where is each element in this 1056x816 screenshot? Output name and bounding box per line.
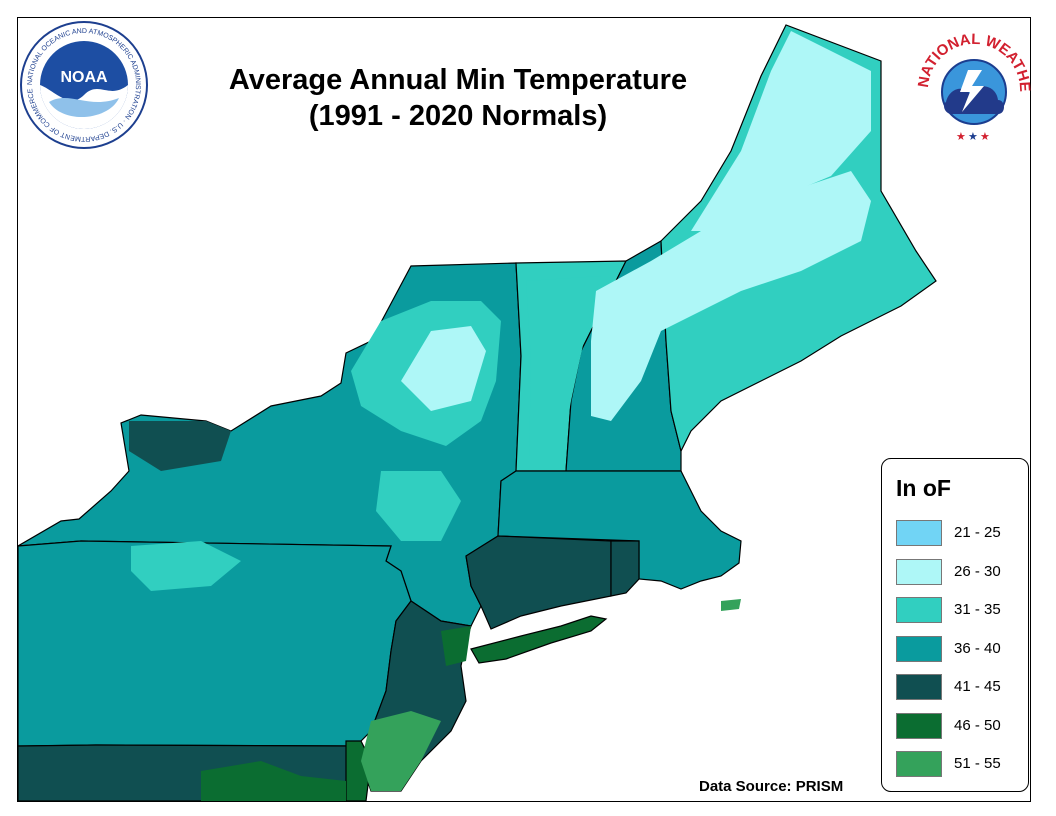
legend-item: 21 - 25: [896, 520, 1021, 546]
legend-swatch: [896, 712, 942, 739]
region-warm-maryland: [201, 761, 346, 801]
map-title: Average Annual Min Temperature (1991 - 2…: [168, 62, 748, 134]
legend-item: 41 - 45: [896, 674, 1021, 700]
region-white-mountains: [591, 171, 871, 421]
region-catskills: [376, 471, 461, 541]
region-adirondacks-cold: [401, 326, 486, 411]
map-frame: Average Annual Min Temperature (1991 - 2…: [17, 17, 1031, 802]
nws-logo: NATIONAL WEATHER SERVICE ★ ★ ★: [914, 20, 1033, 143]
region-southern-tier: [131, 541, 241, 591]
legend-item: 46 - 50: [896, 712, 1021, 739]
svg-text:★: ★: [968, 131, 978, 143]
legend-item: 51 - 55: [896, 751, 1021, 777]
legend-swatch: [896, 597, 942, 623]
region-rhode-island: [610, 540, 640, 597]
legend-label: 36 - 40: [954, 639, 1001, 657]
legend-item: 31 - 35: [896, 597, 1021, 623]
title-line-1: Average Annual Min Temperature: [228, 64, 688, 96]
legend-item: 26 - 30: [896, 558, 1021, 585]
legend-label: 41 - 45: [954, 678, 1001, 695]
legend-swatch: [896, 635, 942, 662]
legend-unit: oF: [922, 475, 951, 501]
legend-label: 21 - 25: [954, 524, 1001, 541]
region-long-island: [470, 615, 608, 664]
legend-label: 46 - 50: [954, 716, 1001, 734]
legend-swatch: [896, 674, 942, 700]
legend-swatch: [896, 520, 942, 546]
legend-title: In oF: [896, 475, 951, 502]
data-source: Data Source: PRISM: [699, 778, 844, 795]
legend-label: 51 - 55: [954, 755, 1001, 772]
title-line-2: (1991 - 2020 Normals): [308, 100, 608, 132]
svg-text:★: ★: [980, 131, 990, 143]
legend-swatch: [896, 558, 942, 585]
legend: In oF 21 - 25 26 - 30 31 - 35 36 - 40 41 - 4…: [881, 458, 1029, 792]
legend-swatch: [896, 751, 942, 777]
region-green-mountains: [526, 276, 601, 456]
noaa-logo: NOAA NATIONAL OCEANIC AND ATMOSPHERIC AD…: [20, 21, 148, 149]
legend-item: 36 - 40: [896, 635, 1021, 662]
noaa-acronym: NOAA: [60, 69, 108, 86]
legend-label: 26 - 30: [954, 562, 1001, 580]
region-warm-nyc: [441, 626, 471, 666]
legend-label: 31 - 35: [954, 601, 1001, 618]
region-warm-south-nj: [361, 711, 441, 791]
region-connecticut: [465, 535, 612, 630]
legend-title-text: In: [896, 475, 917, 501]
region-lake-ontario-shore: [129, 421, 231, 471]
region-warm-nantucket: [721, 599, 741, 611]
temperature-map: [18, 24, 937, 801]
svg-text:★: ★: [956, 131, 966, 143]
region-north-maine: [691, 31, 871, 231]
region-massachusetts: [497, 470, 742, 590]
